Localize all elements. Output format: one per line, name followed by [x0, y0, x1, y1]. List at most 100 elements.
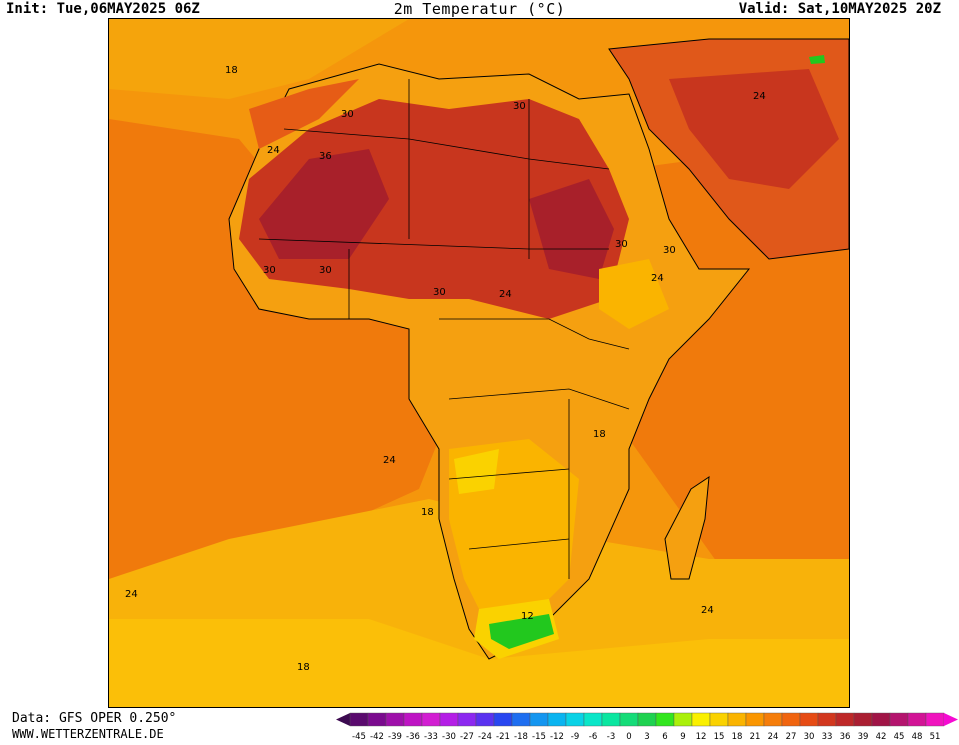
legend-tick-label: 42 [876, 732, 887, 741]
contour-label: 24 [383, 455, 396, 466]
legend-swatch [475, 712, 495, 727]
legend-tick-label: 36 [840, 732, 851, 741]
legend-swatch [691, 712, 711, 727]
legend-swatch [799, 712, 819, 727]
maghreb-warm-zone [249, 79, 359, 149]
legend-tick-label: -42 [370, 732, 384, 741]
legend-tick-label: -21 [496, 732, 510, 741]
contour-label: 30 [663, 245, 676, 256]
country-borders [258, 79, 630, 579]
legend-tick-label: 12 [696, 732, 707, 741]
arabia-hot-core [669, 69, 839, 189]
contour-labels: 18 30 24 36 30 30 30 24 30 30 24 30 24 1… [125, 65, 766, 673]
legend-tick-label: -45 [352, 732, 366, 741]
contour-label: 18 [593, 429, 606, 440]
legend-swatch [889, 712, 909, 727]
legend-tick-label: 21 [750, 732, 761, 741]
contour-label: 30 [263, 265, 276, 276]
legend-swatch [367, 712, 387, 727]
legend-tick-label: 30 [804, 732, 815, 741]
legend-tick-label: -15 [532, 732, 546, 741]
madagascar [664, 476, 710, 580]
ethiopian-highlands [599, 259, 669, 329]
legend-tick-label: -33 [424, 732, 438, 741]
legend-tick-label: 9 [680, 732, 685, 741]
contour-label: 24 [125, 589, 138, 600]
legend-tick-label: -36 [406, 732, 420, 741]
init-time: Init: Tue,06MAY2025 06Z [6, 1, 200, 17]
legend-swatch [817, 712, 837, 727]
west-sahara-very-hot [259, 149, 389, 259]
valid-time: Valid: Sat,10MAY2025 20Z [738, 1, 941, 17]
legend-swatch [457, 712, 477, 727]
legend-swatch [601, 712, 621, 727]
temperature-map[interactable]: 18 30 24 36 30 30 30 24 30 30 24 30 24 1… [108, 18, 850, 708]
legend-swatch [403, 712, 423, 727]
ocean-warm-band-west [109, 119, 439, 599]
map-title: 2m Temperatur (°C) [393, 0, 566, 18]
legend-swatch [871, 712, 891, 727]
legend-swatch [565, 712, 585, 727]
legend-swatch [493, 712, 513, 727]
legend-swatch [619, 712, 639, 727]
legend-tick-label: 39 [858, 732, 869, 741]
ocean-cool-band-north [109, 19, 409, 99]
legend-arrow-right [944, 713, 958, 726]
legend-swatch [547, 712, 567, 727]
contour-label: 30 [341, 109, 354, 120]
legend-tick-label: 3 [644, 732, 649, 741]
legend-swatch [763, 712, 783, 727]
sudan-very-hot [529, 179, 614, 279]
legend-tick-label: -3 [607, 732, 615, 741]
legend-swatch [925, 712, 945, 727]
legend-tick-label: 15 [714, 732, 725, 741]
data-source: Data: GFS OPER 0.250° [12, 711, 177, 726]
contour-label: 18 [225, 65, 238, 76]
contour-label: 30 [433, 287, 446, 298]
legend-tick-label: -39 [388, 732, 402, 741]
contour-label: 12 [521, 611, 534, 622]
legend-tick-label: -24 [478, 732, 492, 741]
legend-tick-label: 24 [768, 732, 779, 741]
legend-tick-label: 0 [626, 732, 631, 741]
legend-swatch [907, 712, 927, 727]
legend-tick-label: 45 [894, 732, 905, 741]
site-url[interactable]: WWW.WETTERZENTRALE.DE [12, 727, 164, 741]
legend-tick-label: 48 [912, 732, 923, 741]
legend-swatch [439, 712, 459, 727]
legend-swatch [835, 712, 855, 727]
legend-swatch [349, 712, 369, 727]
contour-label: 24 [753, 91, 766, 102]
drakensberg-cold-zone [489, 614, 554, 649]
contour-label: 18 [421, 507, 434, 518]
sahara-hot-zone [239, 99, 629, 319]
legend-swatch [385, 712, 405, 727]
legend-tick-label: -6 [589, 732, 597, 741]
legend-swatch [673, 712, 693, 727]
map-canvas: 18 30 24 36 30 30 30 24 30 30 24 30 24 1… [109, 19, 849, 707]
contour-label: 18 [297, 662, 310, 673]
legend-swatch [511, 712, 531, 727]
legend-tick-label: -18 [514, 732, 528, 741]
legend-tick-label: -27 [460, 732, 474, 741]
legend-swatch [727, 712, 747, 727]
legend-canvas: -45 -42 -39 -36 -33 -30 -27 -24 -21 -18 -15 -12 -9 -6… [336, 712, 958, 742]
legend-tick-label: 6 [662, 732, 667, 741]
contour-label: 36 [319, 151, 332, 162]
contour-label: 24 [267, 145, 280, 156]
legend-tick-label: -9 [571, 732, 579, 741]
legend-tick-label: 18 [732, 732, 743, 741]
legend-swatch [853, 712, 873, 727]
contour-label: 24 [701, 605, 714, 616]
legend-tick-label: 51 [930, 732, 941, 741]
legend-swatch [709, 712, 729, 727]
contour-label: 30 [319, 265, 332, 276]
contour-label: 30 [615, 239, 628, 250]
contour-label: 24 [499, 289, 512, 300]
legend-swatch [421, 712, 441, 727]
kalahari-cool-patch [454, 449, 499, 494]
ocean-coolest-band [109, 619, 849, 707]
iran-cold-spot [809, 55, 825, 64]
legend-swatch [745, 712, 765, 727]
legend-swatch [583, 712, 603, 727]
